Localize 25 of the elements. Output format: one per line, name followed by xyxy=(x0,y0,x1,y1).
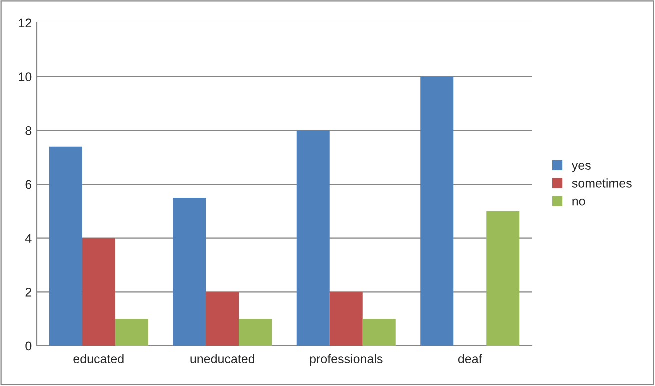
bar xyxy=(486,211,520,346)
y-tick-label: 0 xyxy=(26,342,32,351)
bar xyxy=(239,319,272,346)
legend-label: no xyxy=(572,198,586,206)
bar xyxy=(49,146,82,346)
bar xyxy=(115,319,148,346)
y-tick-label: 4 xyxy=(25,234,32,243)
bar xyxy=(82,238,116,346)
bar xyxy=(420,76,454,346)
y-tick-label: 8 xyxy=(26,126,32,136)
y-tick-label: 12 xyxy=(19,18,32,28)
legend-label: yes xyxy=(572,163,591,172)
y-tick-label: 10 xyxy=(19,72,32,82)
bar xyxy=(330,292,363,346)
y-tick-label: 6 xyxy=(26,180,32,190)
bar xyxy=(173,198,206,346)
bar xyxy=(296,130,330,346)
legend-label: sometimes xyxy=(572,178,632,188)
bar xyxy=(206,292,240,346)
x-tick-label: educated xyxy=(74,354,124,364)
x-tick-label: deaf xyxy=(458,354,482,364)
y-tick-label: 2 xyxy=(26,288,32,297)
bar xyxy=(362,319,396,346)
x-tick-label: uneducated xyxy=(190,354,254,364)
x-tick-label: professionals xyxy=(310,354,383,366)
